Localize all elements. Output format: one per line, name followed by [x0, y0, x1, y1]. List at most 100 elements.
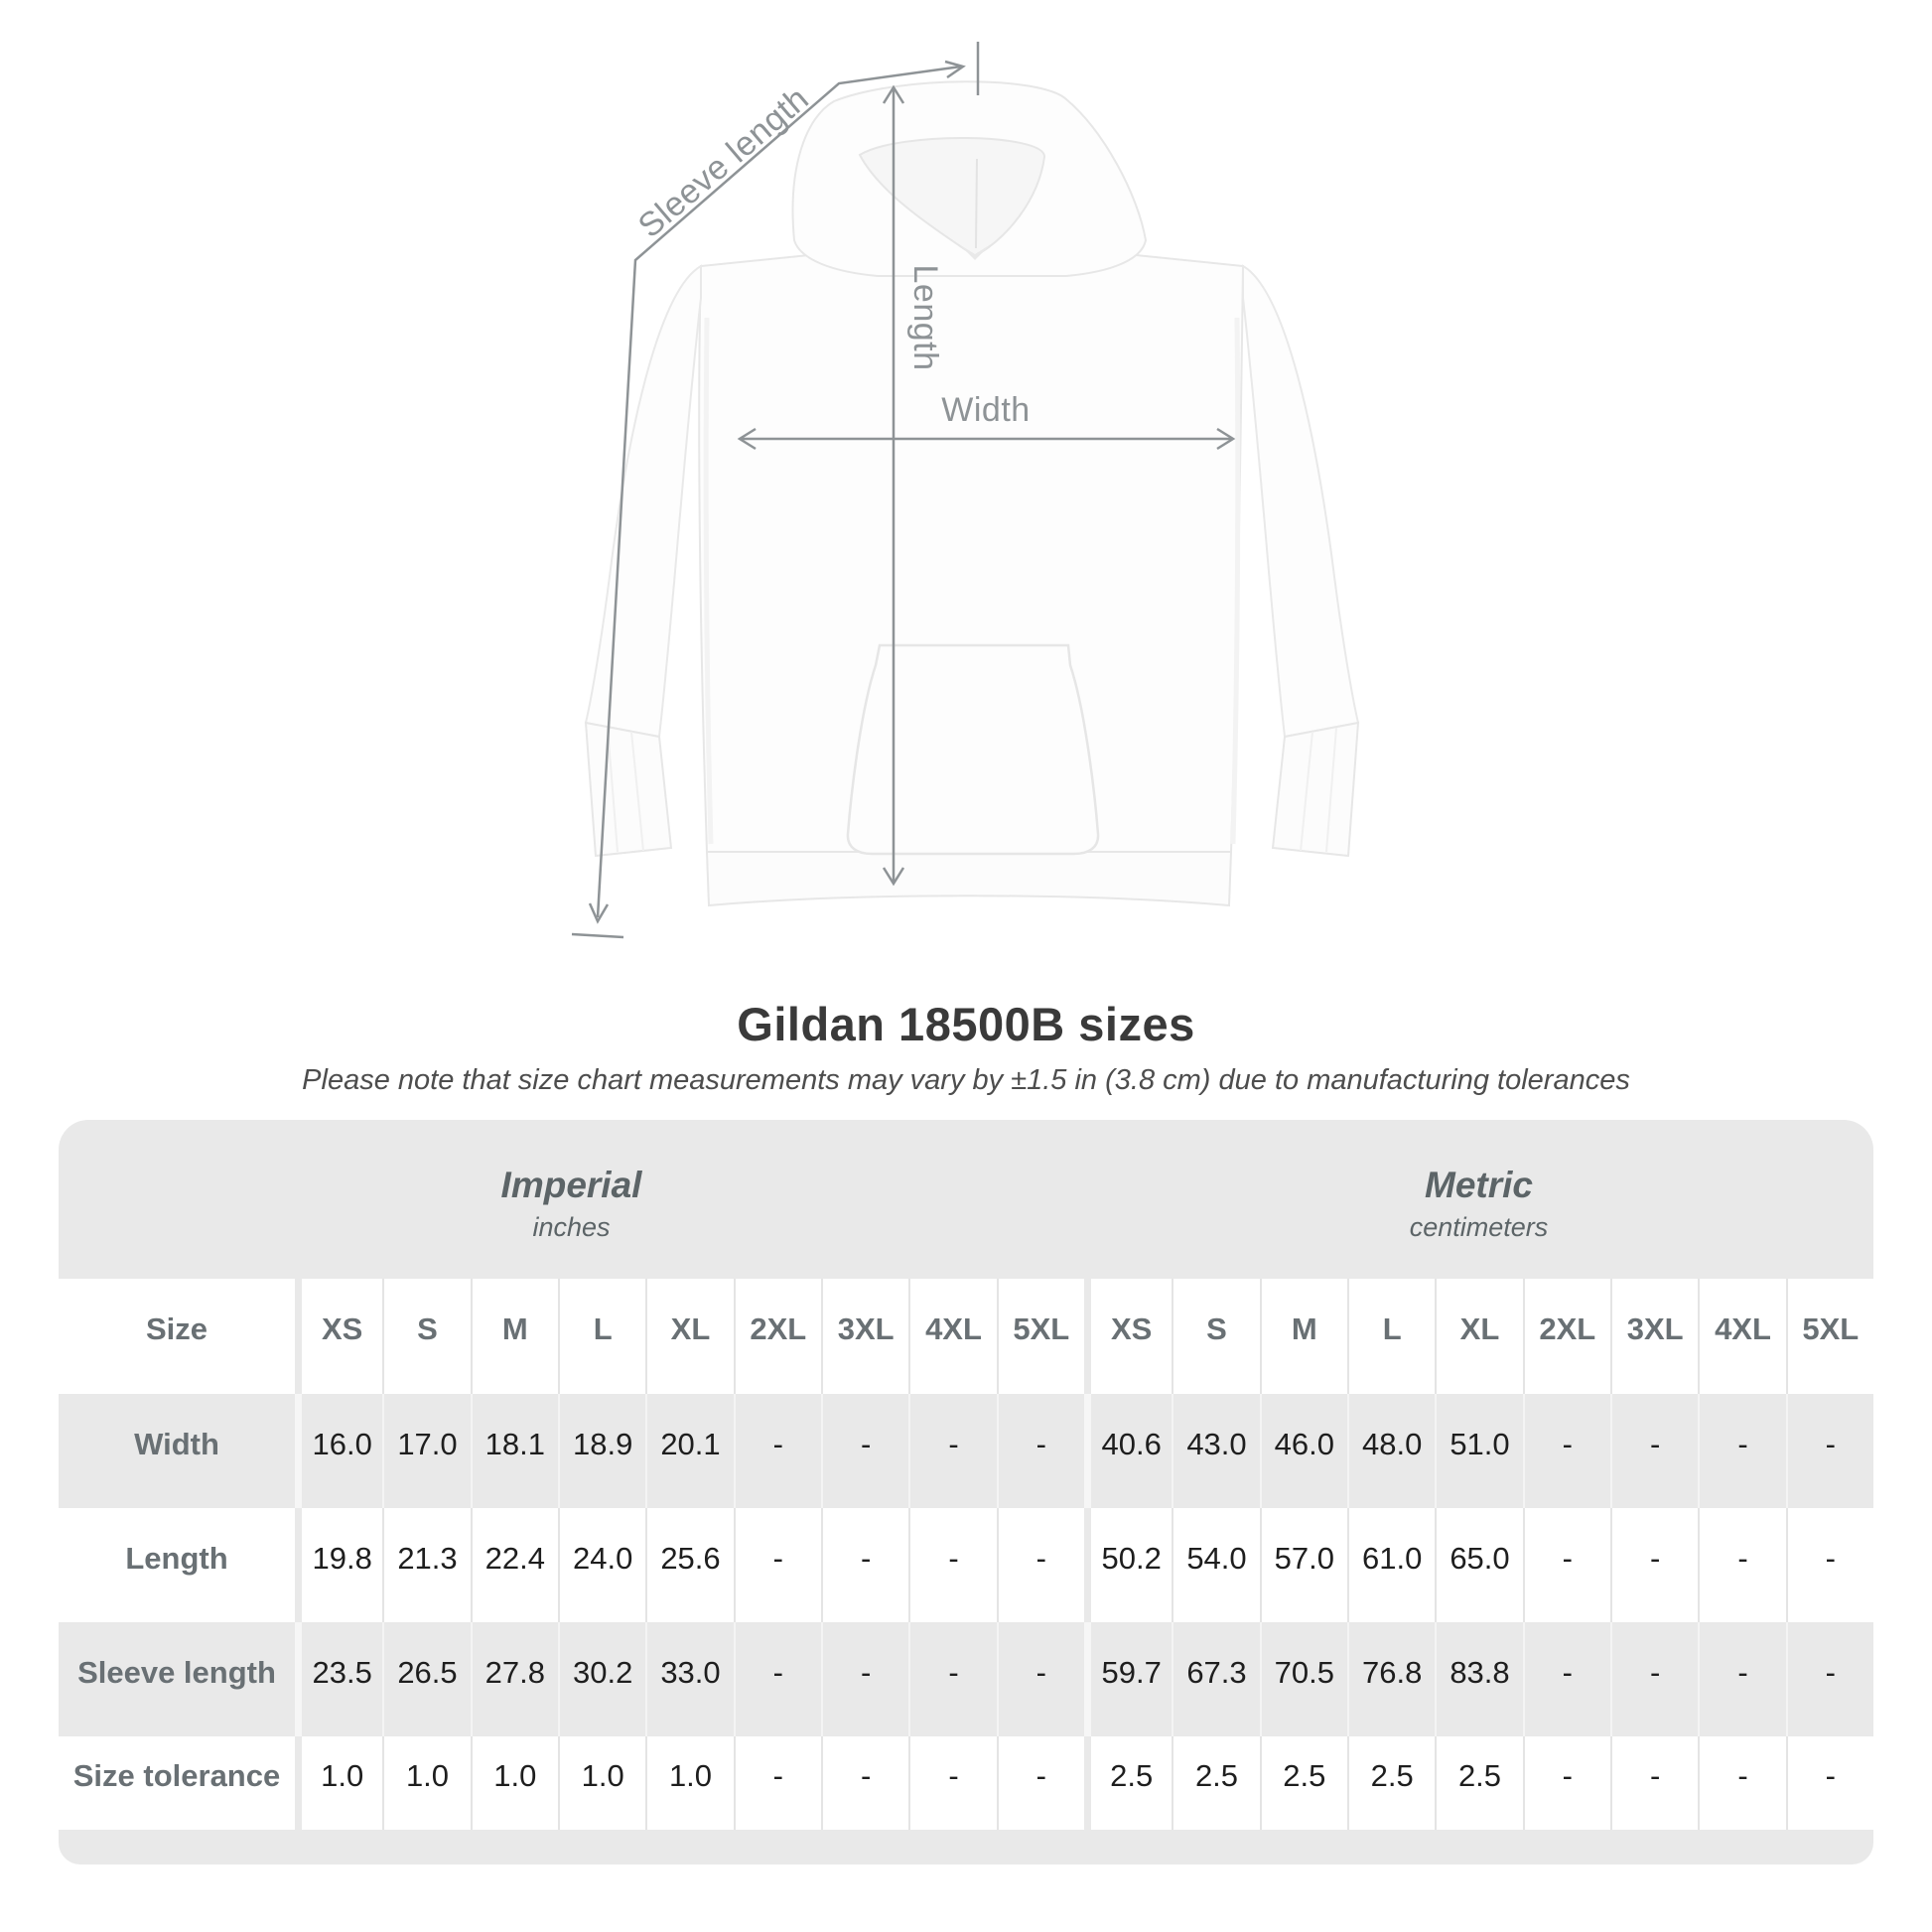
size-column-header: XS	[1084, 1279, 1173, 1394]
size-value-cell: 2.5	[1347, 1736, 1436, 1830]
size-value-cell: 76.8	[1347, 1622, 1436, 1736]
size-value-cell: -	[1522, 1622, 1610, 1736]
table-row: Sleeve length 23.5 26.5 27.8 30.2 33.0- - - -59.…	[59, 1622, 1873, 1736]
length-label: Length	[906, 265, 944, 371]
size-value-cell: -	[1610, 1394, 1699, 1508]
size-value-cell: 46.0	[1259, 1394, 1347, 1508]
arrowhead-down-icon	[588, 902, 610, 924]
size-value-cell: 33.0	[645, 1622, 734, 1736]
size-value-cell: 61.0	[1347, 1508, 1436, 1622]
size-column-header: L	[558, 1279, 646, 1394]
size-value-cell: 21.3	[382, 1508, 471, 1622]
arrowhead-right-icon	[1216, 427, 1236, 451]
size-column-header: M	[1259, 1279, 1347, 1394]
width-label: Width	[941, 391, 1030, 429]
size-value-cell: 65.0	[1435, 1508, 1523, 1622]
size-value-cell: -	[1785, 1736, 1873, 1830]
table-row: Length 19.8 21.3 22.4 24.0 25.6- - - -50.2 54.0 57…	[59, 1508, 1873, 1622]
size-value-cell: 2.5	[1084, 1736, 1173, 1830]
size-value-cell: -	[733, 1508, 821, 1622]
metric-label: Metric	[1425, 1164, 1533, 1205]
size-value-cell: -	[1610, 1736, 1699, 1830]
size-column-header: M	[470, 1279, 558, 1394]
size-value-cell: -	[996, 1394, 1084, 1508]
length-arrow	[882, 84, 905, 887]
size-value-cell: 2.5	[1172, 1736, 1260, 1830]
size-value-cell: 22.4	[470, 1508, 558, 1622]
size-column-header: 3XL	[1610, 1279, 1699, 1394]
size-value-cell: 23.5	[295, 1622, 383, 1736]
size-value-cell: -	[1785, 1394, 1873, 1508]
size-value-cell: -	[1785, 1622, 1873, 1736]
size-value-cell: -	[1610, 1508, 1699, 1622]
size-column-header: L	[1347, 1279, 1436, 1394]
size-value-cell: 1.0	[295, 1736, 383, 1830]
size-value-cell: 67.3	[1172, 1622, 1260, 1736]
size-value-cell: -	[996, 1508, 1084, 1622]
size-value-cell: -	[1522, 1508, 1610, 1622]
size-value-cell: -	[733, 1622, 821, 1736]
size-value-cell: -	[1698, 1736, 1786, 1830]
size-column-header: XL	[1435, 1279, 1523, 1394]
size-value-cell: -	[821, 1508, 909, 1622]
hoodie-measurement-diagram: Sleeve length Length Width	[571, 42, 1360, 939]
size-value-cell: 1.0	[558, 1736, 646, 1830]
size-column-header: XS	[295, 1279, 383, 1394]
size-value-cell: 27.8	[470, 1622, 558, 1736]
size-column-header: XL	[645, 1279, 734, 1394]
size-column-header: 5XL	[996, 1279, 1084, 1394]
size-value-cell: -	[821, 1394, 909, 1508]
row-label-cell: Length	[59, 1508, 295, 1622]
size-value-cell: -	[908, 1622, 997, 1736]
size-value-cell: -	[996, 1622, 1084, 1736]
size-value-cell: 18.1	[470, 1394, 558, 1508]
size-value-cell: 17.0	[382, 1394, 471, 1508]
size-value-cell: -	[733, 1394, 821, 1508]
hoodie-illustration	[584, 80, 1360, 907]
size-value-cell: 1.0	[470, 1736, 558, 1830]
size-value-cell: -	[1610, 1622, 1699, 1736]
size-value-cell: 1.0	[645, 1736, 734, 1830]
row-label-cell: Size tolerance	[59, 1736, 295, 1830]
size-column-header: 2XL	[733, 1279, 821, 1394]
size-value-cell: 2.5	[1435, 1736, 1523, 1830]
size-table-body: Size XS S M L XL 2XL 3XL 4XL 5XL XS S M L XL 2XL 3XL 4XL 5…	[59, 1279, 1873, 1830]
size-value-cell: 24.0	[558, 1508, 646, 1622]
tolerance-note: Please note that size chart measurements…	[302, 1064, 1630, 1096]
size-value-cell: -	[1698, 1622, 1786, 1736]
size-column-header: S	[382, 1279, 471, 1394]
size-value-cell: 54.0	[1172, 1508, 1260, 1622]
size-value-cell: 26.5	[382, 1622, 471, 1736]
unit-group-row: Imperial inches Metric centimeters	[59, 1120, 1873, 1279]
size-value-cell: 16.0	[295, 1394, 383, 1508]
size-column-header: S	[1172, 1279, 1260, 1394]
size-value-cell: -	[1698, 1394, 1786, 1508]
size-value-cell: 59.7	[1084, 1622, 1173, 1736]
size-value-cell: -	[1785, 1508, 1873, 1622]
size-value-cell: 25.6	[645, 1508, 734, 1622]
size-value-cell: 1.0	[382, 1736, 471, 1830]
size-value-cell: 2.5	[1259, 1736, 1347, 1830]
width-arrow	[737, 427, 1236, 451]
metric-unit-group: Metric centimeters	[1084, 1120, 1873, 1279]
size-value-cell: 30.2	[558, 1622, 646, 1736]
size-value-cell: -	[1522, 1736, 1610, 1830]
arrowhead-up-icon	[882, 84, 905, 104]
size-value-cell: 57.0	[1259, 1508, 1347, 1622]
arrowhead-down-icon	[882, 867, 905, 887]
size-column-header: 4XL	[1698, 1279, 1786, 1394]
row-label-cell: Sleeve length	[59, 1622, 295, 1736]
size-value-cell: -	[908, 1394, 997, 1508]
size-value-cell: -	[1698, 1508, 1786, 1622]
size-column-header: 3XL	[821, 1279, 909, 1394]
size-value-cell: -	[821, 1622, 909, 1736]
size-value-cell: -	[821, 1736, 909, 1830]
sleeve-length-bottom-tick	[571, 932, 624, 939]
arrowhead-left-icon	[737, 427, 757, 451]
size-value-cell: 70.5	[1259, 1622, 1347, 1736]
inches-label: inches	[532, 1211, 611, 1242]
size-value-cell: -	[1522, 1394, 1610, 1508]
size-value-cell: 83.8	[1435, 1622, 1523, 1736]
page-title: Gildan 18500B sizes	[737, 998, 1195, 1050]
